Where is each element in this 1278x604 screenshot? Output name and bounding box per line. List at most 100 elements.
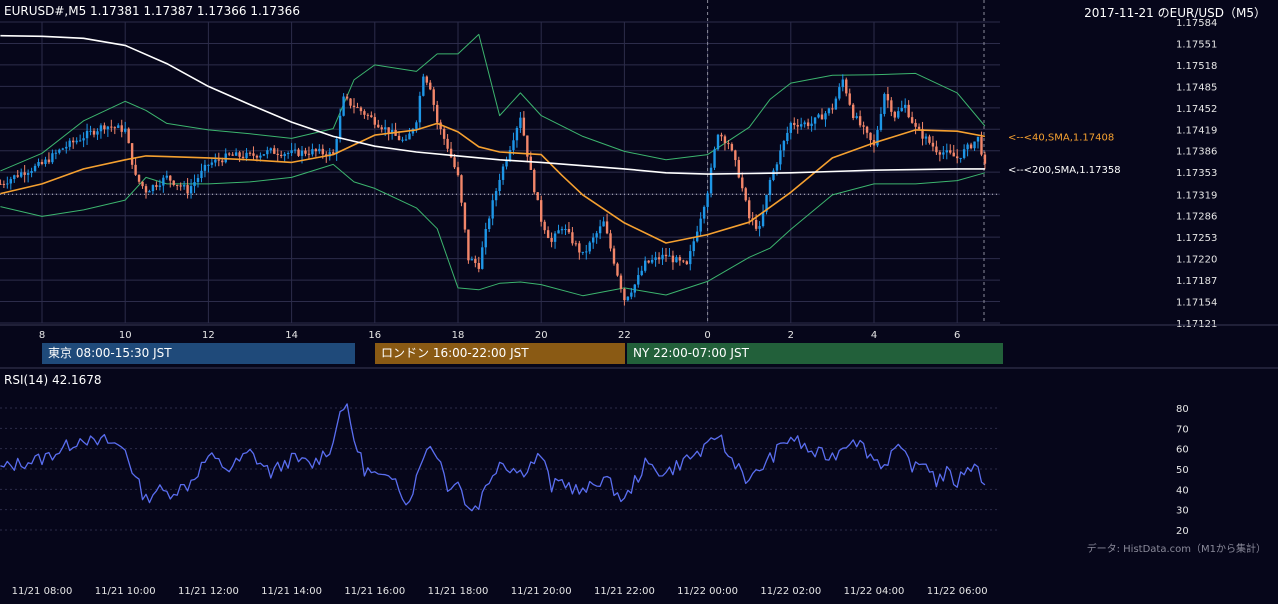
candle — [557, 224, 560, 234]
candle — [671, 250, 675, 270]
candle — [356, 102, 359, 109]
candle — [224, 148, 227, 164]
candle-body — [144, 186, 148, 193]
candle — [103, 122, 106, 134]
datetime-tick-label: 11/21 10:00 — [95, 586, 156, 597]
candle-body — [65, 146, 68, 149]
hour-tick-label: 4 — [871, 330, 877, 341]
candle-body — [775, 164, 779, 171]
candle — [231, 152, 234, 156]
candle — [845, 77, 848, 97]
candle-body — [616, 263, 619, 276]
candle — [592, 233, 595, 249]
candle — [474, 255, 477, 268]
candle-body — [61, 148, 64, 150]
candle-body — [179, 185, 182, 187]
hour-tick-label: 0 — [704, 330, 710, 341]
candle — [650, 254, 654, 265]
datetime-tick-label: 11/21 16:00 — [344, 586, 405, 597]
candle-body — [13, 175, 16, 180]
candle-body — [543, 221, 546, 231]
candle — [623, 288, 626, 306]
candle — [699, 212, 702, 237]
candle-body — [193, 182, 196, 187]
hour-tick-label: 12 — [202, 330, 215, 341]
candle — [924, 133, 928, 145]
candle — [446, 134, 449, 153]
datetime-tick-label: 11/21 14:00 — [261, 586, 322, 597]
candle — [207, 164, 210, 173]
candle — [155, 181, 158, 191]
candle — [141, 181, 144, 189]
price-tick-label: 1.17220 — [1176, 255, 1217, 266]
candle-body — [754, 219, 758, 229]
candle — [831, 103, 834, 114]
candle-body — [442, 129, 446, 139]
candle-body — [789, 122, 792, 133]
candle-body — [99, 125, 103, 132]
candle — [169, 175, 172, 188]
candle-body — [186, 185, 189, 194]
candle-body — [311, 149, 314, 155]
candle-body — [841, 79, 844, 88]
candle-body — [793, 122, 796, 126]
candle — [637, 267, 640, 288]
candle — [609, 229, 612, 252]
candle — [162, 175, 165, 193]
candle — [741, 172, 744, 192]
candle-body — [141, 181, 144, 187]
candle — [78, 134, 82, 142]
candle — [522, 111, 526, 137]
candle-body — [626, 296, 630, 301]
candle — [914, 119, 917, 135]
candle — [515, 126, 519, 148]
candle — [533, 168, 536, 195]
rsi-line — [0, 403, 986, 512]
candle — [820, 108, 824, 120]
candle — [248, 151, 252, 157]
candle — [501, 163, 505, 185]
candle-body — [810, 123, 813, 126]
candle-body — [813, 117, 817, 124]
candle — [470, 256, 474, 261]
candle-body — [734, 150, 737, 161]
candle — [286, 151, 290, 159]
candle-body — [678, 257, 682, 261]
candle — [560, 226, 564, 235]
candle-body — [699, 218, 702, 232]
candle — [290, 142, 293, 157]
candle — [120, 119, 123, 138]
candle-body — [917, 126, 921, 130]
candle-body — [286, 153, 290, 155]
candle-body — [214, 159, 217, 163]
candle-body — [293, 149, 297, 151]
candle — [373, 113, 376, 129]
candle-body — [938, 152, 942, 155]
candle-body — [890, 100, 893, 112]
candle-body — [876, 130, 879, 146]
candle-body — [210, 162, 214, 165]
candle-body — [280, 154, 283, 157]
candle-body — [737, 160, 740, 178]
candle-body — [585, 251, 588, 253]
candle — [0, 179, 2, 185]
candle-body — [411, 128, 415, 134]
candle-body — [865, 126, 869, 133]
candle — [612, 245, 616, 266]
candle — [6, 176, 9, 189]
candle — [817, 113, 820, 119]
candle — [172, 180, 175, 187]
candle — [598, 219, 602, 240]
candle — [983, 151, 987, 170]
candle-body — [352, 105, 356, 108]
candle-body — [848, 93, 851, 105]
candle — [307, 146, 311, 160]
hour-tick-label: 14 — [285, 330, 298, 341]
candle — [328, 148, 331, 161]
price-grid — [0, 21, 1000, 324]
candle — [37, 158, 40, 168]
candle — [2, 180, 6, 188]
candle-body — [526, 135, 529, 157]
candle — [661, 247, 664, 265]
candle — [349, 98, 352, 109]
